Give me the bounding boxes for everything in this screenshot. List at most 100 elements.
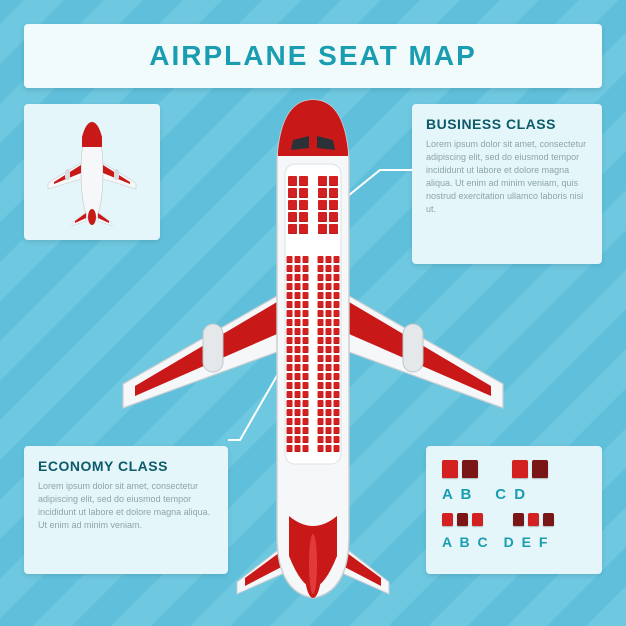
seat [303,292,309,299]
seat [326,319,332,326]
seat [303,256,309,263]
seat [303,274,309,281]
seat [326,310,332,317]
seat [334,337,340,344]
seat [326,409,332,416]
seat [326,283,332,290]
seat [287,409,293,416]
seat [295,292,301,299]
seat [334,328,340,335]
seat [318,373,324,380]
seat [318,265,324,272]
seat [318,427,324,434]
seat [287,436,293,443]
seat [287,400,293,407]
seat [287,355,293,362]
seat [334,310,340,317]
seat [329,224,338,234]
seat [295,445,301,452]
seat [334,256,340,263]
legend-business-seats-right [512,460,548,478]
seat [303,373,309,380]
seat [334,301,340,308]
seat [329,200,338,210]
seat [303,328,309,335]
seat [295,436,301,443]
seat [318,391,324,398]
seat [303,427,309,434]
seat [318,176,327,186]
seat [299,212,308,222]
seat [326,391,332,398]
seat [287,310,293,317]
seat [295,337,301,344]
seat [303,391,309,398]
seat [326,256,332,263]
seat [318,274,324,281]
title-bar: AIRPLANE SEAT MAP [24,24,602,88]
seat [295,265,301,272]
seat [318,382,324,389]
seat-icon [512,460,528,478]
seat [318,188,327,198]
seat [326,427,332,434]
seat [318,364,324,371]
seat [303,283,309,290]
seat [318,200,327,210]
seat [326,346,332,353]
seat [326,373,332,380]
seat [326,364,332,371]
seat [295,427,301,434]
seat [334,427,340,434]
page-title: AIRPLANE SEAT MAP [149,40,477,72]
seat [334,265,340,272]
seat [303,355,309,362]
seat [318,445,324,452]
business-seat-grid [288,176,338,234]
seat [334,319,340,326]
seat [295,310,301,317]
seat-icon [513,513,524,526]
seat [287,337,293,344]
seat [303,382,309,389]
seat [326,265,332,272]
seat [287,445,293,452]
seat [318,418,324,425]
seat [287,364,293,371]
seat [295,355,301,362]
seat [318,283,324,290]
seat [329,176,338,186]
seat [287,382,293,389]
seat [326,436,332,443]
seat [318,212,327,222]
seat [326,418,332,425]
seat [334,400,340,407]
seat [303,409,309,416]
seat [295,274,301,281]
seat [318,319,324,326]
seat [287,373,293,380]
seat [295,346,301,353]
seat [318,436,324,443]
seat [318,328,324,335]
seat [288,176,297,186]
seat [295,391,301,398]
seat [318,346,324,353]
seat [303,346,309,353]
seat [287,301,293,308]
seat [303,445,309,452]
airplane-diagram [113,96,513,606]
seat [303,265,309,272]
seat-icon [543,513,554,526]
seat [299,176,308,186]
seat [288,188,297,198]
seat [334,346,340,353]
seat [303,337,309,344]
seat [326,274,332,281]
seat [334,418,340,425]
seat [287,427,293,434]
seat [334,382,340,389]
seat [329,212,338,222]
seat [299,188,308,198]
seat [326,382,332,389]
